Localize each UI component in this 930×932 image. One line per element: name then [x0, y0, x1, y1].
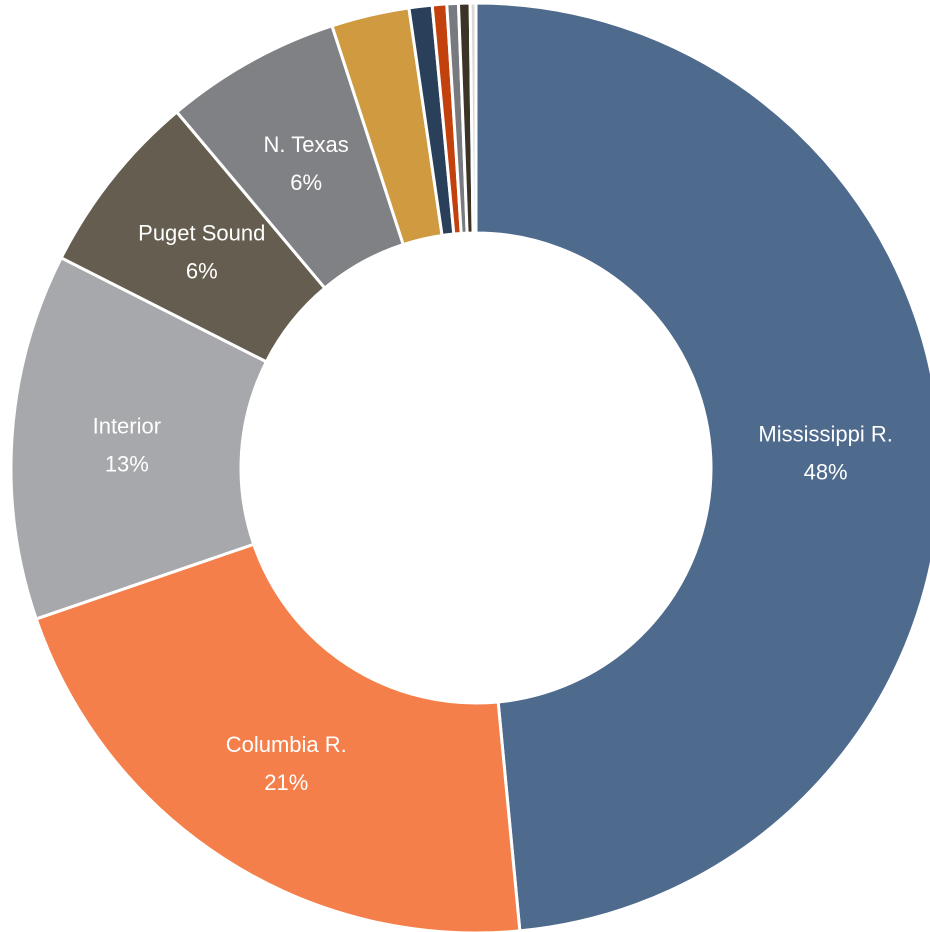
- slice-value-label: 6%: [290, 170, 322, 195]
- donut-slice: [9, 255, 269, 621]
- donut-slice: [474, 1, 930, 932]
- slice-label: Puget Sound: [138, 220, 265, 245]
- slice-value-label: 48%: [804, 459, 848, 484]
- slice-label: Columbia R.: [226, 732, 347, 757]
- slice-label: N. Texas: [264, 132, 349, 157]
- slice-label: Mississippi R.: [758, 421, 892, 446]
- slice-value-label: 13%: [105, 452, 149, 477]
- slice-value-label: 6%: [186, 258, 218, 283]
- slice-label: Interior: [93, 414, 161, 439]
- slice-value-label: 21%: [264, 770, 308, 795]
- donut-slice: [34, 542, 522, 932]
- donut-slice: [468, 1, 478, 235]
